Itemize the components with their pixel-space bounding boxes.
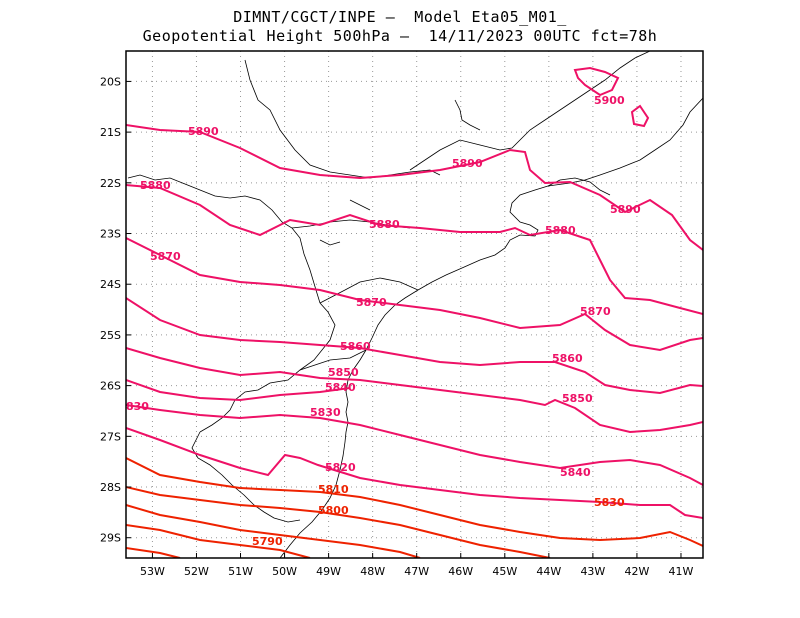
contour-label: 5880: [140, 179, 171, 192]
contour-line: [630, 104, 650, 128]
contour-line: [126, 427, 703, 519]
contour-label: 5840: [325, 381, 356, 394]
lon-tick-label: 53W: [140, 565, 165, 578]
coastline-and-borders: [127, 51, 703, 558]
lat-tick-label: 27S: [100, 430, 121, 443]
lat-tick-label: 28S: [100, 481, 121, 494]
contour-line: [126, 237, 703, 352]
contour-line: [126, 547, 181, 558]
contour-labels: 5900 5890 5890 5880 5880 5890 5880 5870 5870 5870…: [126, 94, 641, 548]
state-border-ms-sp: [244, 59, 441, 179]
lon-tick-label: 45W: [492, 565, 517, 578]
lon-tick-label: 48W: [360, 565, 385, 578]
contour-line: [126, 504, 421, 558]
longitude-ticks: 53W 52W 51W 50W 49W 48W 47W 46W 45W 44W 43W 42W 41W: [140, 553, 694, 578]
state-border-rj: [547, 177, 611, 196]
state-border-sc: [299, 349, 367, 371]
lon-tick-label: 50W: [272, 565, 297, 578]
lon-tick-label: 44W: [536, 565, 561, 578]
contour-label: 5860: [552, 352, 583, 365]
paraguay-border: [127, 174, 321, 304]
contour-line: [573, 66, 620, 97]
contour-label: 5900: [594, 94, 625, 107]
lat-tick-label: 23S: [100, 228, 121, 241]
uruguay-border: [191, 431, 301, 523]
contour-label: 5790: [252, 535, 283, 548]
contour-line: [126, 524, 311, 558]
lat-tick-label: 25S: [100, 329, 121, 342]
contour-line: [126, 457, 703, 547]
lat-tick-label: 26S: [100, 380, 121, 393]
contour-line: [126, 379, 351, 402]
contour-label: 830: [126, 400, 149, 413]
contour-label: 5840: [560, 466, 591, 479]
lon-tick-label: 51W: [228, 565, 253, 578]
contour-label: 5830: [594, 496, 625, 509]
contour-label: 5850: [562, 392, 593, 405]
contour-label: 5850: [328, 366, 359, 379]
contour-label: 5890: [610, 203, 641, 216]
lon-tick-label: 42W: [624, 565, 649, 578]
contour-label: 5890: [452, 157, 483, 170]
state-border-pr-sp: [319, 277, 419, 304]
contour-label: 5880: [369, 218, 400, 231]
lat-tick-label: 24S: [100, 278, 121, 291]
lon-tick-label: 43W: [580, 565, 605, 578]
lat-tick-label: 29S: [100, 532, 121, 545]
contour-label: 5800: [318, 504, 349, 517]
contour-label: 5810: [318, 483, 349, 496]
lon-tick-label: 46W: [448, 565, 473, 578]
brazil-coastline: [279, 97, 703, 558]
contour-label: 5870: [580, 305, 611, 318]
contour-label: 5830: [310, 406, 341, 419]
lat-tick-label: 20S: [100, 75, 121, 88]
contour-line: [126, 404, 703, 486]
contour-label: 5880: [545, 224, 576, 237]
contour-label: 5870: [150, 250, 181, 263]
lat-tick-label: 22S: [100, 177, 121, 190]
lon-tick-label: 41W: [669, 565, 694, 578]
contour-line: [126, 297, 703, 395]
lat-tick-label: 21S: [100, 126, 121, 139]
latitude-ticks: 20S 21S 22S 23S 24S 25S 26S 27S 28S 29S: [100, 75, 131, 545]
contour-label: 5820: [325, 461, 356, 474]
river-network: [319, 99, 481, 246]
title-line-2: Geopotential Height 500hPa – 14/11/2023 …: [142, 27, 658, 45]
contour-line: [126, 347, 703, 434]
state-border-mg-sp: [409, 51, 651, 171]
title-line-1: DIMNT/CGCT/INPE – Model Eta05_M01_: [233, 8, 567, 26]
lon-tick-label: 49W: [316, 565, 341, 578]
contour-label: 5870: [356, 296, 387, 309]
contour-label: 5860: [340, 340, 371, 353]
contour-label: 5890: [188, 125, 219, 138]
contour-line: [126, 184, 703, 315]
lon-tick-label: 52W: [184, 565, 209, 578]
argentina-border: [199, 302, 336, 433]
contour-line: [126, 486, 551, 558]
map-frame: [125, 50, 704, 559]
contour-lines: [126, 66, 703, 558]
lon-tick-label: 47W: [404, 565, 429, 578]
contour-line: [126, 124, 703, 251]
